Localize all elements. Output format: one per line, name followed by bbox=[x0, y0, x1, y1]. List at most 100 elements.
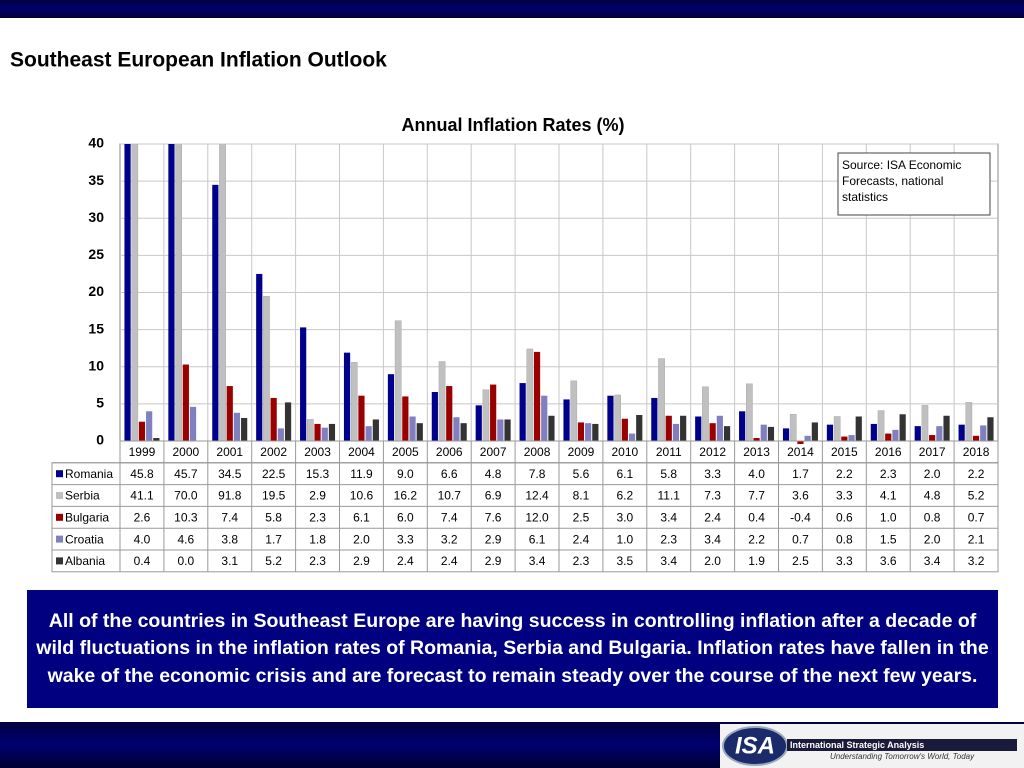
bar bbox=[723, 426, 731, 441]
x-tick-label: 2016 bbox=[875, 445, 902, 459]
table-cell: 2.3 bbox=[880, 467, 897, 481]
bar bbox=[284, 402, 292, 441]
table-cell: 10.7 bbox=[438, 489, 462, 503]
x-tick-label: 2001 bbox=[216, 445, 243, 459]
bar bbox=[921, 405, 929, 442]
bar bbox=[270, 397, 277, 441]
bar bbox=[460, 423, 467, 441]
table-cell: 0.7 bbox=[968, 510, 985, 524]
table-cell: 2.0 bbox=[704, 554, 721, 568]
bar bbox=[651, 397, 658, 441]
table-cell: 2.4 bbox=[704, 510, 721, 524]
x-tick-label: 2010 bbox=[611, 445, 638, 459]
bar bbox=[256, 273, 263, 441]
table-cell: 0.8 bbox=[836, 532, 853, 546]
table-cell: 3.2 bbox=[441, 532, 458, 546]
x-tick-label: 2007 bbox=[480, 445, 507, 459]
bar bbox=[212, 184, 219, 441]
table-cell: 34.5 bbox=[218, 467, 242, 481]
y-tick-label: 40 bbox=[88, 135, 104, 151]
x-tick-label: 2003 bbox=[304, 445, 331, 459]
table-cell: 11.9 bbox=[350, 467, 373, 481]
table-cell: 3.6 bbox=[880, 554, 897, 568]
bar bbox=[241, 417, 248, 441]
y-tick-label: 35 bbox=[88, 172, 104, 188]
bar bbox=[972, 435, 980, 441]
bar bbox=[138, 421, 146, 441]
table-cell: 2.0 bbox=[924, 467, 941, 481]
table-cell: 0.4 bbox=[748, 510, 765, 524]
bar bbox=[885, 433, 892, 441]
table-cell: 22.5 bbox=[262, 467, 286, 481]
bar bbox=[782, 428, 790, 441]
table-cell: 3.4 bbox=[704, 532, 721, 546]
bar bbox=[746, 383, 753, 442]
bar bbox=[936, 426, 943, 441]
legend-swatch bbox=[56, 557, 63, 565]
bar bbox=[672, 423, 680, 441]
table-cell: 7.6 bbox=[485, 510, 502, 524]
table-cell: 2.9 bbox=[485, 554, 502, 568]
bar bbox=[153, 438, 160, 441]
table-cell: 2.2 bbox=[968, 467, 985, 481]
bar bbox=[855, 416, 862, 441]
x-tick-label: 2006 bbox=[436, 445, 463, 459]
bar bbox=[328, 423, 336, 441]
legend-swatch bbox=[56, 535, 63, 543]
table-cell: 4.0 bbox=[134, 532, 151, 546]
legend-swatch bbox=[56, 470, 63, 478]
bar bbox=[767, 426, 775, 441]
table-cell: -0.4 bbox=[790, 510, 811, 524]
table-cell: 3.3 bbox=[704, 467, 721, 481]
bar bbox=[980, 425, 987, 441]
bar bbox=[570, 380, 578, 442]
y-tick-label: 30 bbox=[88, 209, 104, 225]
table-cell: 3.3 bbox=[836, 489, 853, 503]
logo-name: International Strategic Analysis bbox=[790, 740, 924, 750]
table-cell: 2.5 bbox=[792, 554, 809, 568]
bar bbox=[533, 351, 541, 441]
bar bbox=[124, 144, 131, 441]
table-cell: 2.1 bbox=[968, 532, 985, 546]
bar bbox=[475, 405, 482, 441]
bar bbox=[343, 352, 351, 441]
table-cell: 2.9 bbox=[353, 554, 370, 568]
table-cell: 1.0 bbox=[880, 510, 897, 524]
table-cell: 2.4 bbox=[573, 532, 590, 546]
bar bbox=[431, 391, 438, 441]
bar bbox=[387, 374, 395, 441]
table-cell: 1.5 bbox=[880, 532, 897, 546]
source-wrap: Source: ISA Economic Forecasts, national… bbox=[842, 158, 961, 204]
table-cell: 70.0 bbox=[174, 489, 198, 503]
table-cell: 3.4 bbox=[660, 554, 677, 568]
caption-text: All of the countries in Southeast Europe… bbox=[36, 609, 989, 687]
bar bbox=[146, 411, 153, 441]
bar bbox=[753, 438, 760, 441]
x-tick-label: 2009 bbox=[568, 445, 595, 459]
table-cell: 4.8 bbox=[485, 467, 502, 481]
bar bbox=[797, 441, 804, 444]
x-tick-label: 2004 bbox=[348, 445, 375, 459]
legend-swatch bbox=[56, 513, 63, 521]
table-cell: 3.4 bbox=[529, 554, 546, 568]
bar bbox=[716, 415, 723, 441]
bar bbox=[402, 396, 409, 441]
table-cell: 6.1 bbox=[529, 532, 546, 546]
bar bbox=[526, 348, 534, 442]
table-cell: 2.3 bbox=[660, 532, 677, 546]
bar bbox=[585, 423, 592, 441]
legend-label: Serbia bbox=[65, 489, 100, 503]
table-cell: 15.3 bbox=[306, 467, 330, 481]
x-tick-label: 2008 bbox=[524, 445, 551, 459]
source-box bbox=[837, 152, 991, 216]
table-cell: 5.6 bbox=[573, 467, 590, 481]
table-cell: 45.7 bbox=[174, 467, 198, 481]
bar bbox=[314, 423, 321, 441]
caption: All of the countries in Southeast Europe… bbox=[27, 590, 998, 708]
bar bbox=[277, 428, 284, 441]
bar bbox=[665, 415, 672, 441]
table-cell: 12.0 bbox=[525, 510, 549, 524]
bar bbox=[628, 433, 636, 441]
